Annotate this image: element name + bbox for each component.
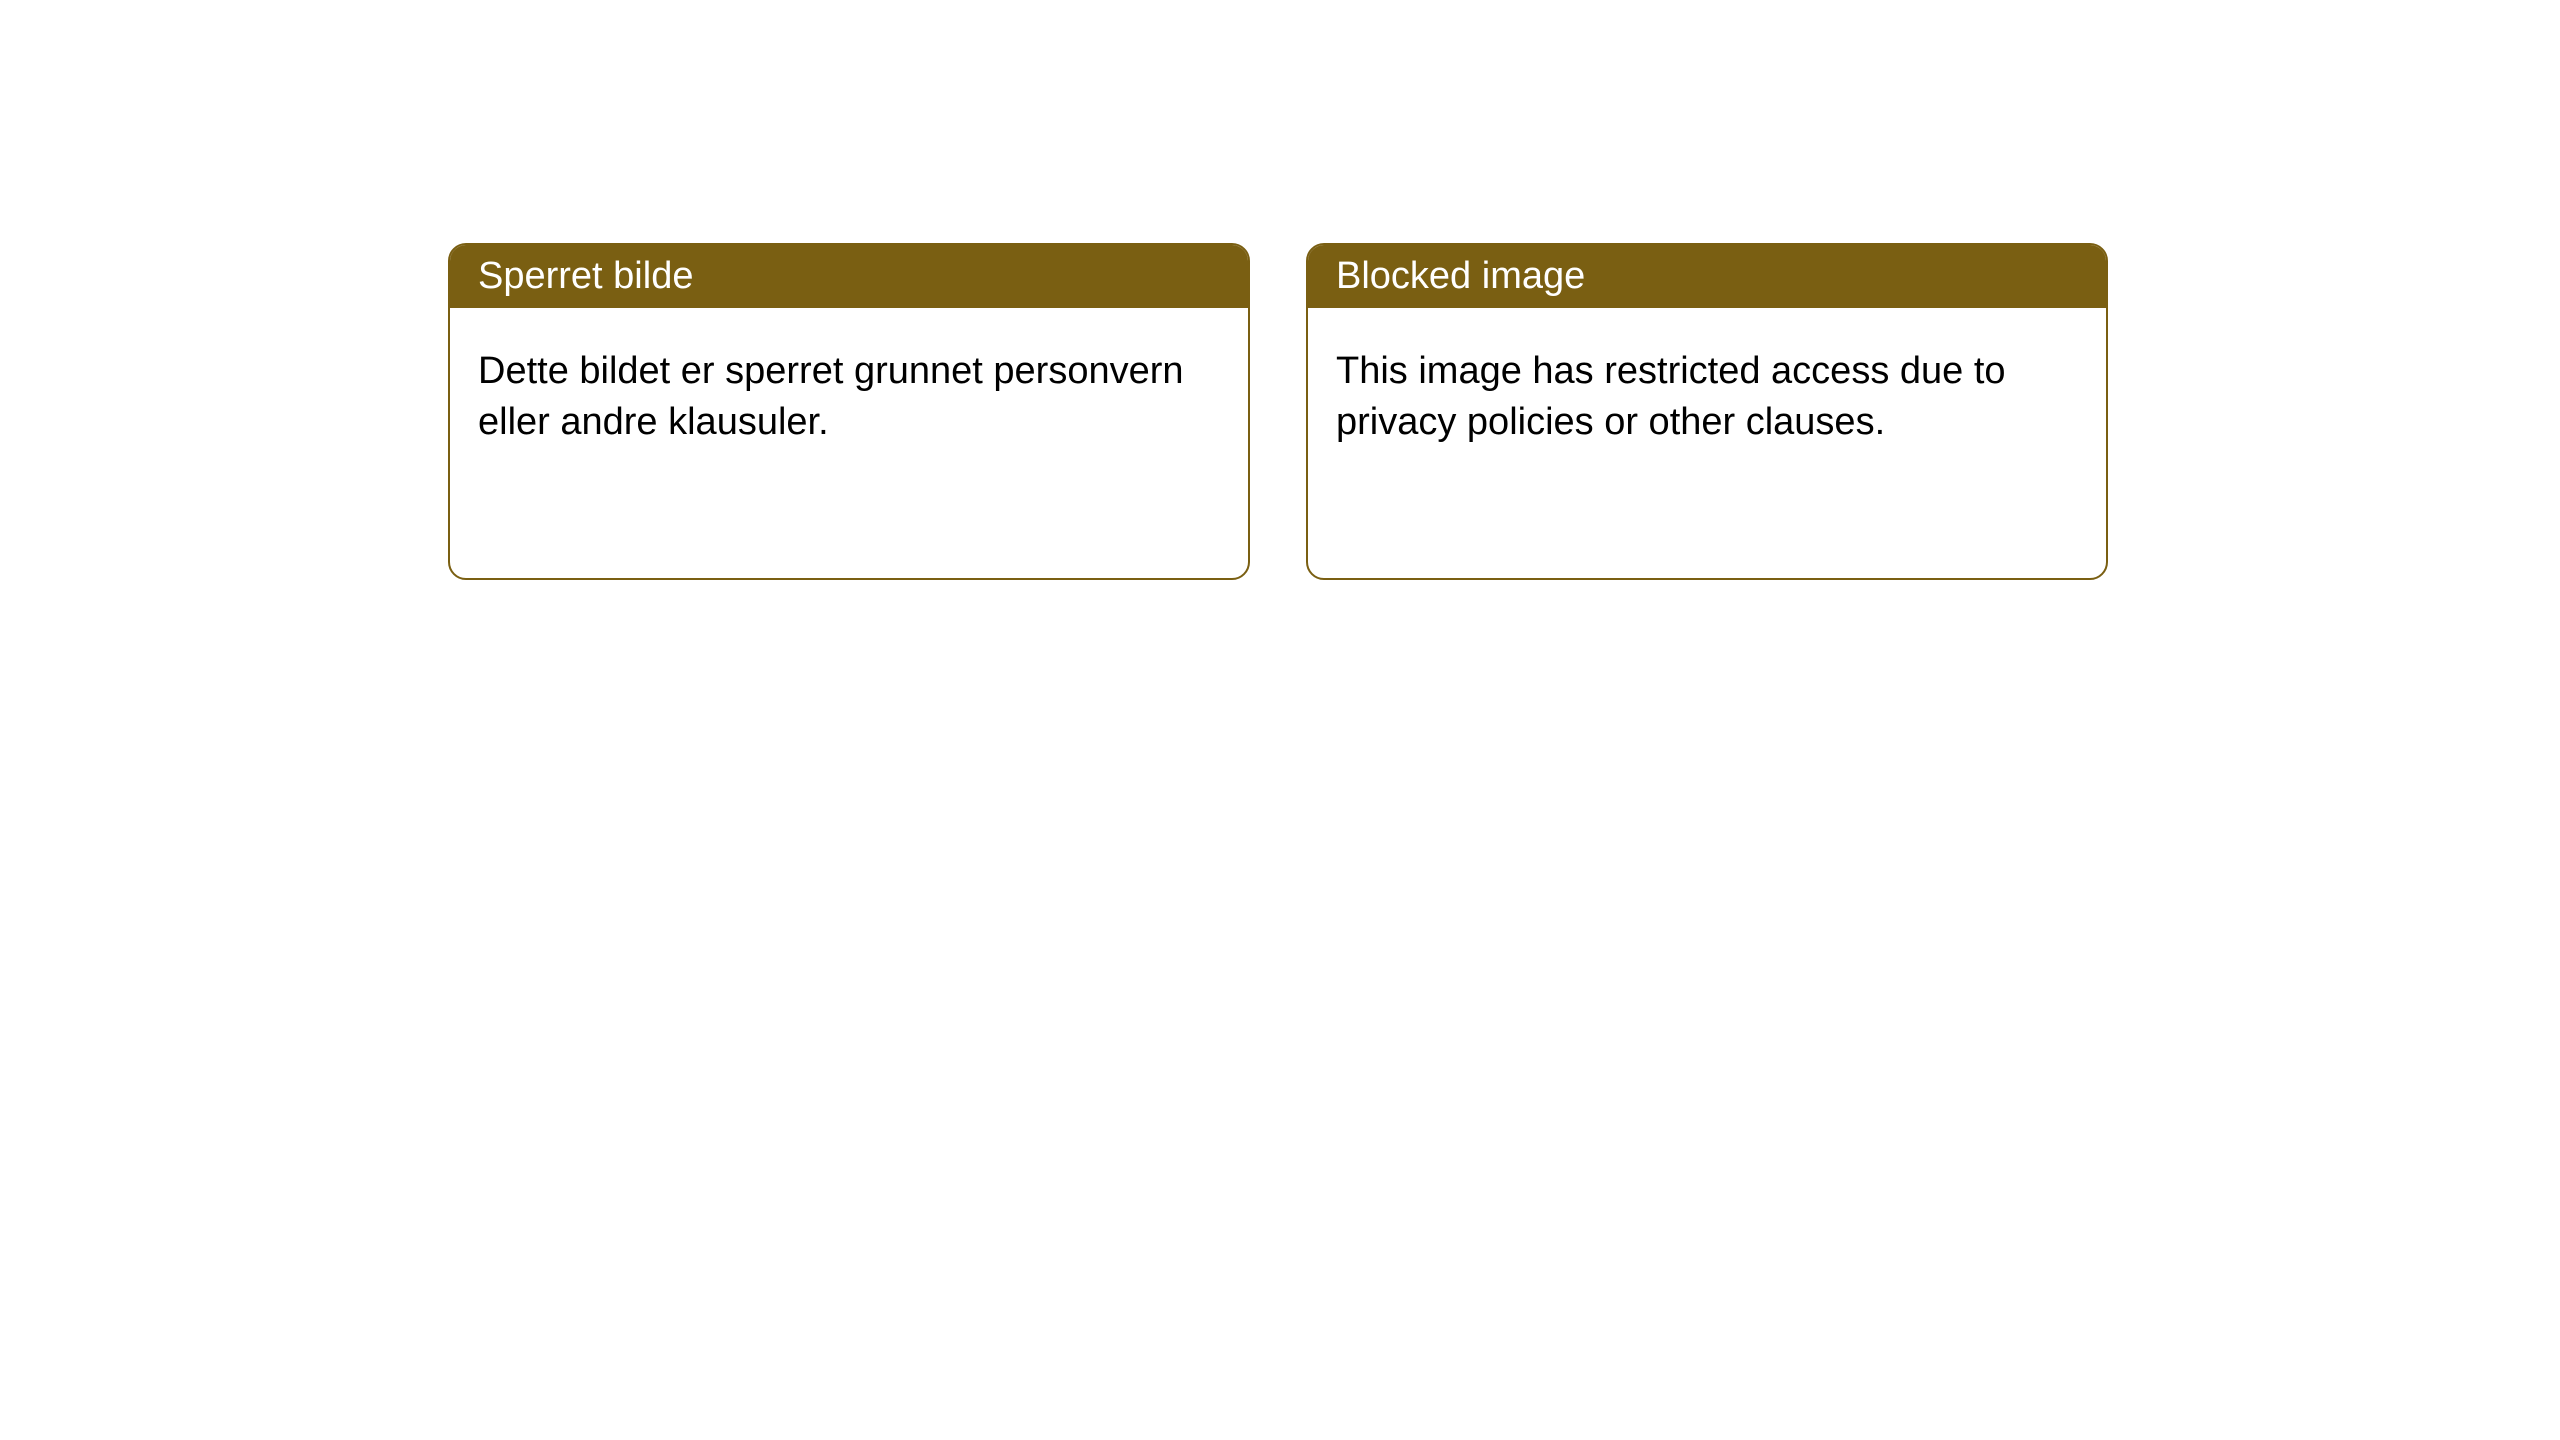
card-body: Dette bildet er sperret grunnet personve… xyxy=(450,308,1248,578)
card-body: This image has restricted access due to … xyxy=(1308,308,2106,578)
card-title: Blocked image xyxy=(1336,255,1585,297)
card-message: Dette bildet er sperret grunnet personve… xyxy=(478,346,1220,449)
card-message: This image has restricted access due to … xyxy=(1336,346,2078,449)
notice-card-norwegian: Sperret bilde Dette bildet er sperret gr… xyxy=(448,243,1250,580)
notice-card-english: Blocked image This image has restricted … xyxy=(1306,243,2108,580)
card-header: Sperret bilde xyxy=(450,245,1248,308)
cards-container: Sperret bilde Dette bildet er sperret gr… xyxy=(0,0,2560,580)
card-header: Blocked image xyxy=(1308,245,2106,308)
card-title: Sperret bilde xyxy=(478,255,693,297)
